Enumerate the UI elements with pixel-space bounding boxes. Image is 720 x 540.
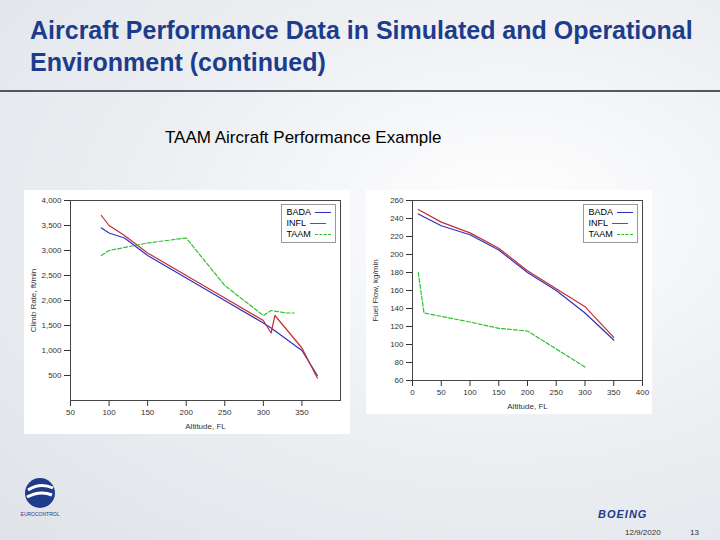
html-text:TAAM: TAAM xyxy=(286,229,311,239)
svg-text:250: 250 xyxy=(218,408,232,417)
svg-text:350: 350 xyxy=(607,388,621,397)
svg-text:80: 80 xyxy=(395,358,404,367)
svg-text:60: 60 xyxy=(395,376,404,385)
svg-text:140: 140 xyxy=(390,304,404,313)
svg-text:250: 250 xyxy=(550,388,564,397)
html-text:TAAM: TAAM xyxy=(588,229,613,239)
svg-text:100: 100 xyxy=(390,340,404,349)
svg-text:500: 500 xyxy=(48,371,62,380)
html-text:BADA: BADA xyxy=(588,207,613,217)
svg-text:220: 220 xyxy=(390,232,404,241)
svg-text:200: 200 xyxy=(390,250,404,259)
svg-text:50: 50 xyxy=(437,388,446,397)
html-text:12/9/2020: 12/9/2020 xyxy=(625,528,661,537)
svg-text:Altitude, FL: Altitude, FL xyxy=(185,422,226,431)
html-text:INFL: INFL xyxy=(588,218,608,228)
svg-text:150: 150 xyxy=(492,388,506,397)
svg-text:100: 100 xyxy=(102,408,116,417)
svg-text:Fuel Flow, kg/min: Fuel Flow, kg/min xyxy=(371,259,380,321)
html-text:13: 13 xyxy=(690,528,699,537)
svg-text:4,000: 4,000 xyxy=(41,196,62,205)
svg-text:Climb Rate, ft/min: Climb Rate, ft/min xyxy=(29,269,38,333)
svg-text:0: 0 xyxy=(410,388,415,397)
html-text:Aircraft Performance Data in S: Aircraft Performance Data in Simulated a… xyxy=(30,16,693,76)
svg-text:3,500: 3,500 xyxy=(41,221,62,230)
svg-text:300: 300 xyxy=(578,388,592,397)
svg-text:1,500: 1,500 xyxy=(41,321,62,330)
svg-text:350: 350 xyxy=(295,408,309,417)
svg-text:1,000: 1,000 xyxy=(41,346,62,355)
svg-text:3,000: 3,000 xyxy=(41,246,62,255)
svg-text:300: 300 xyxy=(257,408,271,417)
svg-text:Altitude, FL: Altitude, FL xyxy=(507,402,548,411)
svg-text:180: 180 xyxy=(390,268,404,277)
html-text:BOEING: BOEING xyxy=(598,508,648,520)
svg-text:200: 200 xyxy=(180,408,194,417)
html-text:INFL: INFL xyxy=(286,218,306,228)
svg-text:260: 260 xyxy=(390,196,404,205)
svg-text:200: 200 xyxy=(521,388,535,397)
svg-text:400: 400 xyxy=(636,388,650,397)
svg-text:50: 50 xyxy=(66,408,75,417)
svg-text:2,500: 2,500 xyxy=(41,271,62,280)
svg-text:2,000: 2,000 xyxy=(41,296,62,305)
svg-text:150: 150 xyxy=(141,408,155,417)
html-text:TAAM Aircraft Performance Exam: TAAM Aircraft Performance Example xyxy=(165,128,442,147)
html-text:EUROCONTROL: EUROCONTROL xyxy=(20,511,60,517)
svg-text:100: 100 xyxy=(463,388,477,397)
html-text:BADA: BADA xyxy=(286,207,311,217)
svg-text:240: 240 xyxy=(390,214,404,223)
svg-text:120: 120 xyxy=(390,322,404,331)
svg-text:160: 160 xyxy=(390,286,404,295)
